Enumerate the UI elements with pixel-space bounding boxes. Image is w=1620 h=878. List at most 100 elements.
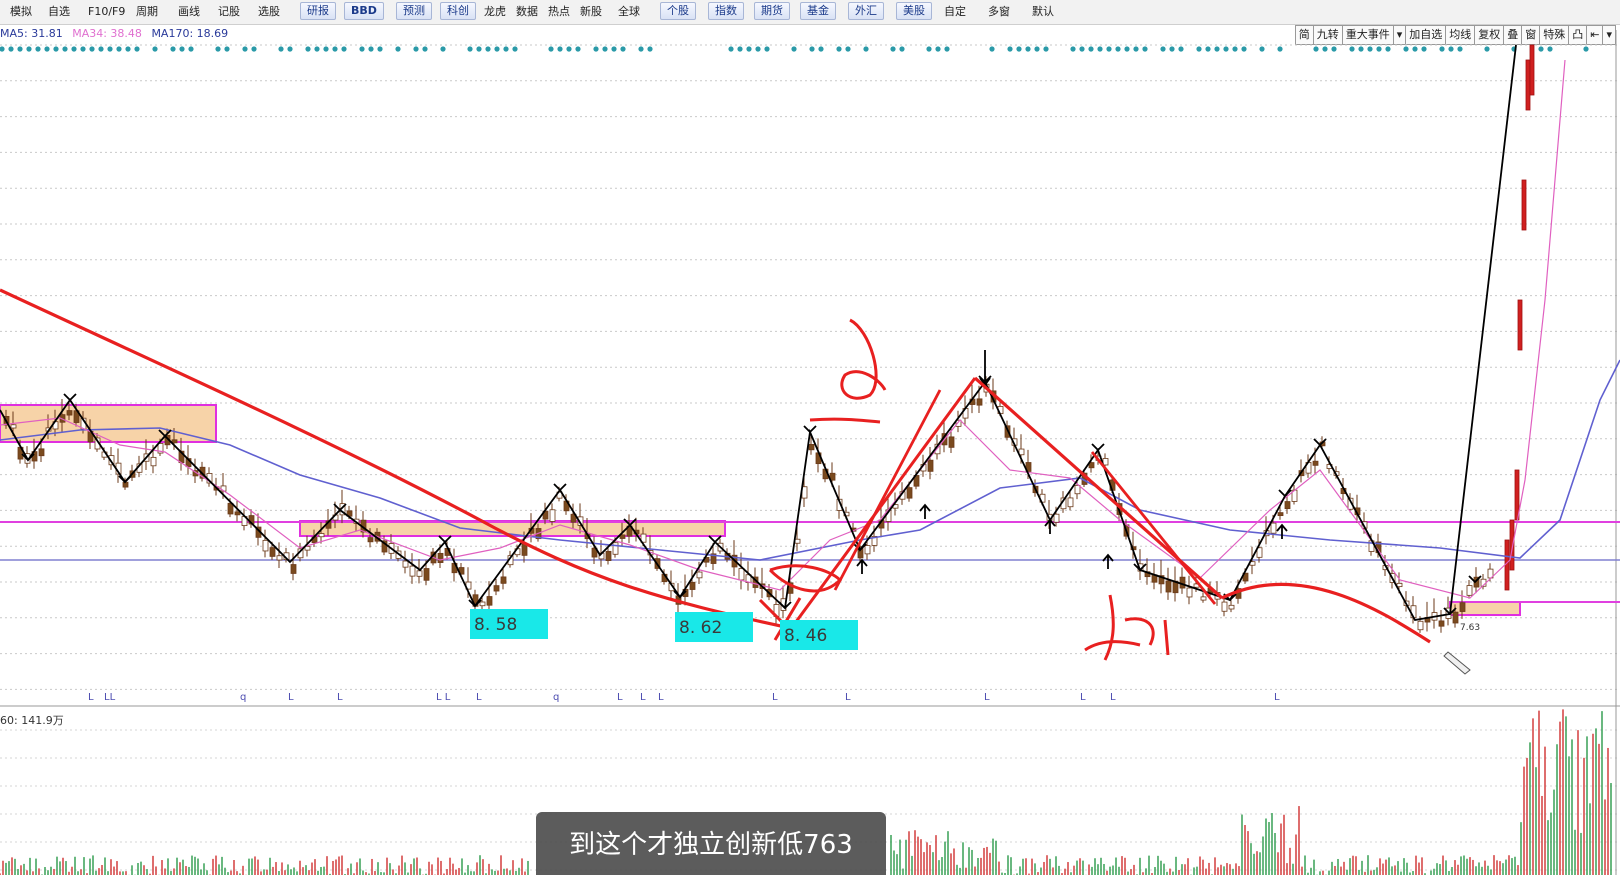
toolbar-item-8[interactable]: BBD: [344, 2, 384, 20]
toolbar-item-20[interactable]: 外汇: [848, 2, 884, 20]
candle-body: [1221, 601, 1228, 612]
signal-dot: [1547, 46, 1553, 52]
signal-dot: [53, 46, 59, 52]
toolbar-item-15[interactable]: 全球: [618, 5, 640, 18]
signal-dot: [377, 46, 383, 52]
candle-body: [1326, 464, 1333, 469]
bottom-marker: L: [772, 692, 778, 703]
candle-body: [941, 433, 948, 446]
toolbar-item-18[interactable]: 期货: [754, 2, 790, 20]
candle-body: [1200, 596, 1207, 601]
up-arrow: [1276, 523, 1288, 539]
signal-dot: [1331, 46, 1337, 52]
candle-body: [605, 550, 612, 561]
toolbar-item-16[interactable]: 个股: [660, 2, 696, 20]
red-down-line: [973, 376, 1224, 600]
turn-marker: [978, 375, 992, 384]
candle-body: [892, 504, 899, 509]
chart-tool-12[interactable]: ▾: [1606, 28, 1612, 41]
toolbar-item-13[interactable]: 热点: [548, 5, 570, 18]
candle-body: [66, 410, 73, 416]
signal-dot: [899, 46, 905, 52]
chart-tool-10[interactable]: 凸: [1569, 26, 1588, 44]
chart-tool-11[interactable]: ⇤: [1587, 26, 1604, 44]
candle-body: [913, 475, 920, 487]
candle-body: [927, 459, 934, 472]
turn-marker: [673, 590, 687, 599]
bottom-marker: L: [88, 692, 94, 703]
candle-body: [1403, 600, 1410, 606]
candle-body: [528, 527, 535, 534]
candle-body: [248, 515, 255, 525]
candle-body: [731, 554, 738, 568]
toolbar-item-24[interactable]: 默认: [1032, 5, 1054, 18]
turn-marker: [333, 503, 347, 512]
candle-body: [346, 510, 353, 517]
signal-dot: [287, 46, 293, 52]
chart-right-toolbar: 简九转 重大事件 ▾ 加自选 均线 复权叠窗特殊凸 ⇤ ▾: [1294, 25, 1616, 45]
chart-tool-6[interactable]: 复权: [1475, 26, 1505, 44]
candle-body: [654, 558, 661, 569]
signal-dot: [1079, 46, 1085, 52]
candle-body: [899, 491, 906, 500]
candle-body: [542, 510, 549, 520]
chart-tool-0[interactable]: 简: [1296, 26, 1314, 44]
support-zones: [0, 404, 1521, 616]
chart-tool-5[interactable]: 均线: [1446, 26, 1476, 44]
candle-body: [374, 531, 381, 542]
turn-marker: [803, 425, 817, 434]
candle-body: [570, 513, 577, 523]
toolbar-item-17[interactable]: 指数: [708, 2, 744, 20]
toolbar-item-0[interactable]: 模拟: [10, 5, 32, 18]
candle-body: [1130, 546, 1137, 551]
candle-body: [801, 486, 808, 499]
candle-body: [241, 516, 248, 526]
chart-tool-3[interactable]: ▾: [1394, 26, 1407, 44]
candle-body: [1389, 573, 1396, 583]
candle-body: [1137, 563, 1144, 572]
chart-tool-4[interactable]: 加自选: [1406, 26, 1447, 44]
toolbar-item-10[interactable]: 科创: [440, 2, 476, 20]
turn-marker: [1133, 563, 1147, 572]
toolbar-item-4[interactable]: 画线: [178, 5, 200, 18]
ma-long-line: [0, 359, 1620, 561]
candle-body: [661, 573, 668, 582]
toolbar-item-12[interactable]: 数据: [516, 5, 538, 18]
toolbar-item-11[interactable]: 龙虎: [484, 5, 506, 18]
candle-body: [815, 452, 822, 465]
toolbar-item-3[interactable]: 周期: [136, 5, 158, 18]
toolbar-item-2[interactable]: F10/F9: [88, 5, 126, 18]
candle-body: [640, 533, 647, 543]
candle-body: [535, 528, 542, 540]
toolbar-item-14[interactable]: 新股: [580, 5, 602, 18]
toolbar-item-9[interactable]: 预测: [396, 2, 432, 20]
chart-tool-1[interactable]: 九转: [1314, 26, 1343, 44]
toolbar-item-5[interactable]: 记股: [218, 5, 240, 18]
signal-dot: [305, 46, 311, 52]
toolbar-item-6[interactable]: 选股: [258, 5, 280, 18]
chart-tool-9[interactable]: 特殊: [1540, 26, 1570, 44]
candle-body: [864, 545, 871, 555]
candle-body: [80, 417, 87, 430]
candle-body: [290, 564, 297, 574]
bottom-marker: q: [553, 692, 559, 703]
chart-tool-8[interactable]: 窗: [1522, 26, 1541, 44]
candle-body: [1521, 179, 1527, 231]
signal-dot: [116, 46, 122, 52]
candle-body: [451, 562, 458, 574]
candle-body: [1004, 425, 1011, 438]
chart-tool-2[interactable]: 重大事件: [1343, 26, 1394, 44]
candle-body: [794, 538, 801, 544]
toolbar-item-21[interactable]: 美股: [896, 2, 932, 20]
signal-dot: [242, 46, 248, 52]
toolbar-item-7[interactable]: 研报: [300, 2, 336, 20]
red-annotations: [0, 288, 1431, 661]
candle-body: [458, 567, 465, 575]
signal-dot: [395, 46, 401, 52]
toolbar-item-23[interactable]: 多窗: [988, 5, 1010, 18]
toolbar-item-22[interactable]: 自定: [944, 5, 966, 18]
toolbar-item-19[interactable]: 基金: [800, 2, 836, 20]
toolbar-item-1[interactable]: 自选: [48, 5, 70, 18]
chart-tool-7[interactable]: 叠: [1504, 26, 1523, 44]
